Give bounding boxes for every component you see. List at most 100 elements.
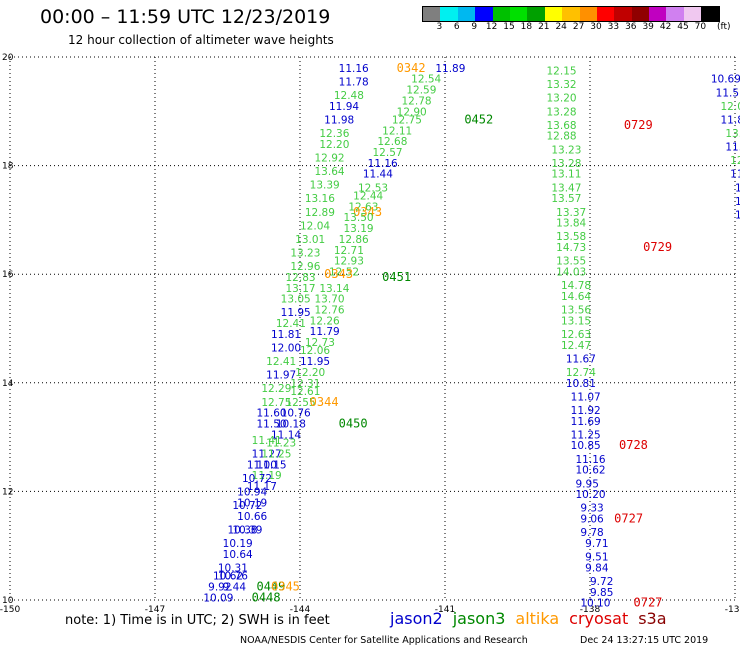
wave-height-label: 10.09 [203, 592, 233, 604]
wave-height-label: 10.10 [580, 598, 610, 610]
chart-note: note: 1) Time is in UTC; 2) SWH is in fe… [65, 613, 330, 628]
wave-height-label: 13.11 [551, 169, 581, 181]
colorbar-swatch [666, 7, 684, 21]
wave-height-label: 14.73 [556, 242, 586, 254]
pass-time-label: 0729 [624, 118, 653, 132]
wave-height-label: 12.71 [334, 245, 364, 257]
pass-time-label: 0729 [643, 240, 672, 254]
colorbar-swatch [701, 7, 719, 21]
wave-height-label: 12.41 [276, 318, 306, 330]
wave-height-label: 10.72 [232, 500, 262, 512]
colorbar-label: 42 [659, 22, 672, 32]
wave-height-label: 10.19 [237, 497, 267, 509]
wave-height-label: 11.67 [566, 353, 596, 365]
legend-entry: cryosat [569, 609, 629, 628]
wave-height-label: 12.02 [721, 101, 740, 113]
wave-height-label: 12.41 [266, 356, 296, 368]
wave-height-label: 12.36 [319, 128, 349, 140]
wave-height-label: 12.26 [310, 315, 340, 327]
wave-height-label: 12.75 [261, 397, 291, 409]
wave-height-label: 12.92 [315, 152, 345, 164]
wave-height-label: 9.95 [576, 478, 599, 490]
colorbar-label: 30 [590, 22, 602, 32]
colorbar-swatch [492, 7, 510, 21]
colorbar-label: 6 [453, 22, 460, 32]
y-tick-label: 10 [2, 596, 14, 606]
wave-height-label: 12.59 [406, 85, 436, 97]
wave-height-label: 13.16 [305, 193, 335, 205]
wave-height-label: 13.19 [344, 223, 374, 235]
wave-height-label: 10.76 [281, 408, 311, 420]
wave-height-label: 9.51 [585, 552, 608, 564]
wave-height-label: 11.17 [247, 481, 277, 493]
wave-height-label: 10.18 [276, 419, 306, 431]
wave-height-label: 10.19 [223, 538, 253, 550]
wave-height-label: 11.69 [571, 416, 601, 428]
wave-height-label: 11.94 [329, 101, 359, 113]
wave-height-label: 9.72 [590, 576, 613, 588]
wave-height-label: 12.78 [402, 95, 432, 107]
wave-height-label: 11.19 [252, 470, 282, 482]
colorbar-label: 12 [485, 22, 498, 32]
wave-height-label: 13.28 [551, 158, 581, 170]
credit-line: NOAA/NESDIS Center for Satellite Applica… [240, 635, 528, 646]
colorbar-label: 24 [555, 22, 567, 32]
satellite-legend: jason2 jason3 altika cryosat s3a [390, 609, 677, 628]
colorbar-swatch [596, 7, 615, 21]
wave-height-label: 12.52 [329, 266, 359, 278]
wave-height-label: 12.29 [261, 383, 291, 395]
wave-height-label: 11.41 [252, 435, 282, 447]
colorbar-swatch [614, 7, 632, 21]
pass-time-label: 0344 [310, 395, 339, 409]
wave-height-label: 13.39 [310, 180, 340, 192]
wave-height-label: 13.50 [344, 212, 374, 224]
wave-height-label: 10.31 [218, 562, 248, 574]
wave-height-label: 10.6 [735, 196, 740, 208]
colorbar-swatch [475, 7, 493, 21]
colorbar-swatch [527, 7, 545, 21]
wave-height-label: 10.72 [242, 473, 272, 485]
wave-height-label: 11.78 [339, 76, 369, 88]
wave-height-label: 11.00 [247, 459, 277, 471]
wave-height-label: 10.69 [711, 74, 740, 86]
pass-time-label: 0450 [339, 417, 368, 431]
colorbar-labels: 3 6 9 12 15 18 21 24 27 30 33 36 39 42 45 70 [422, 22, 728, 36]
colorbar-label: 36 [625, 22, 637, 32]
wave-height-label: 11.60 [257, 408, 287, 420]
colorbar-label: 33 [607, 22, 620, 32]
wave-height-label: 13.15 [561, 315, 591, 327]
wave-height-label: 10.38 [228, 524, 258, 536]
wave-height-label: 12.89 [305, 207, 335, 219]
pass-time-label: 0343 [324, 267, 353, 281]
wave-height-label: 11.15 [257, 459, 287, 471]
pass-time-label: 0343 [353, 205, 382, 219]
colorbar-swatch [649, 7, 667, 21]
colorbar-unit: (ft) [717, 22, 731, 32]
wave-height-label: 13.32 [547, 79, 577, 91]
colorbar-label: 45 [677, 22, 689, 32]
colorbar-swatch [509, 7, 528, 21]
wave-height-label: 9.06 [580, 514, 604, 526]
chart-subtitle: 12 hour collection of altimeter wave hei… [68, 33, 334, 47]
wave-height-label: 12.83 [286, 272, 316, 284]
wave-height-label: 12.74 [566, 367, 596, 379]
x-tick-label: -150 [0, 605, 20, 615]
wave-height-label: 13.14 [319, 283, 349, 295]
wave-height-label: 12.73 [305, 337, 335, 349]
wave-height-label: 13.57 [551, 193, 581, 205]
wave-height-label: 11.50 [257, 419, 287, 431]
colorbar-label: 15 [503, 22, 515, 32]
wave-height-label: 12.68 [377, 136, 407, 148]
colorbar-label: 18 [520, 22, 533, 32]
wave-height-label: 13.47 [551, 182, 581, 194]
chart-title: 00:00 – 11:59 UTC 12/23/2019 [40, 6, 331, 28]
pass-time-label: 0452 [464, 112, 493, 126]
wave-height-label: 12.93 [334, 256, 364, 268]
wave-height-label: 12.76 [315, 304, 345, 316]
colorbar-swatch [579, 7, 597, 21]
wave-height-label: 12.44 [353, 190, 383, 202]
wave-height-label: 10.85 [571, 440, 601, 452]
wave-height-label: 12.20 [295, 367, 325, 379]
wave-height-label: 9.78 [580, 527, 603, 539]
wave-height-label: 13.01 [295, 234, 325, 246]
